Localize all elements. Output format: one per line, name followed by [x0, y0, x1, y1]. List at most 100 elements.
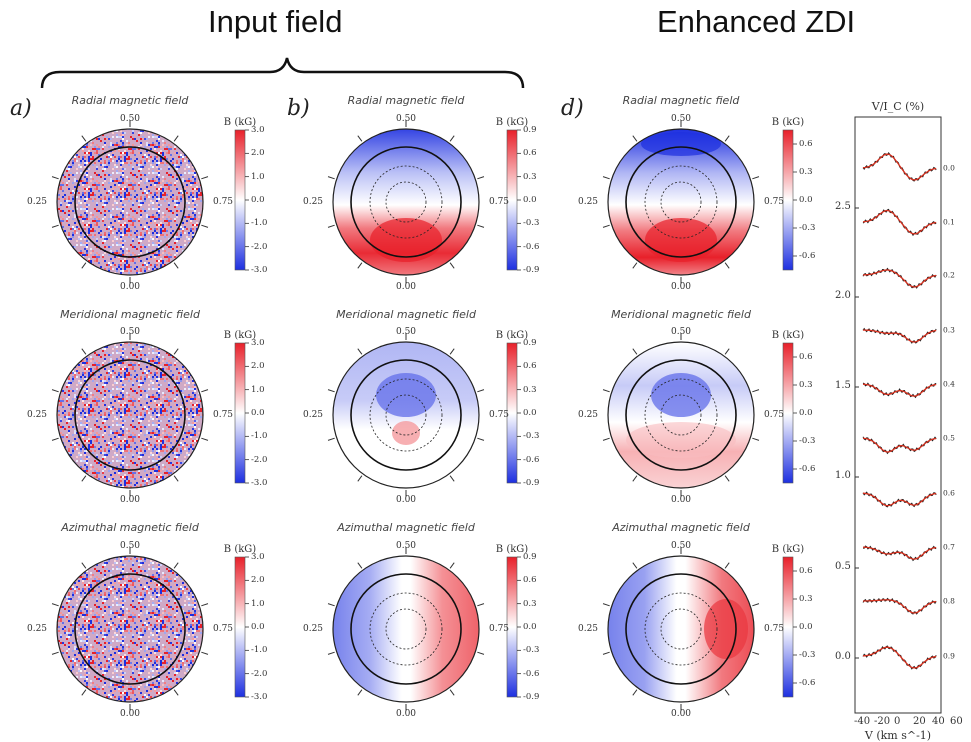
observed-profile — [862, 382, 937, 399]
phase-tick — [201, 603, 209, 607]
model-profile — [863, 329, 937, 343]
colorbar-tick-label: -0.6 — [523, 454, 540, 465]
spot-positive — [645, 218, 717, 262]
phase-tick — [477, 224, 485, 228]
model-profile — [863, 269, 937, 288]
observed-profile — [862, 436, 937, 455]
spectra-phase-label: 0.5 — [943, 433, 955, 443]
header-enhanced-zdi: Enhanced ZDI — [657, 4, 856, 39]
colorbar-title: B (kG) — [771, 544, 805, 555]
phase-label-right: 0.75 — [488, 624, 510, 634]
map-title: Azimuthal magnetic field — [61, 521, 199, 534]
model-profile — [862, 492, 937, 507]
colorbar-tick-label: -0.9 — [523, 265, 540, 275]
phase-label-left: 0.25 — [302, 624, 324, 634]
phase-tick — [752, 176, 760, 180]
latitude-circle — [369, 378, 443, 452]
map-title: Radial magnetic field — [71, 94, 189, 107]
colorbar-tick-label: 3.0 — [251, 552, 265, 562]
phase-tick — [327, 224, 335, 228]
phase-label-left: 0.25 — [577, 410, 599, 420]
colorbar — [234, 342, 246, 484]
phase-label-left: 0.25 — [577, 197, 599, 207]
map-d-meridional — [602, 333, 797, 497]
spectra-y-tick: 1.5 — [835, 380, 851, 391]
spectra-phase-label: 0.9 — [943, 651, 955, 661]
colorbar-tick-label: -2.0 — [251, 668, 268, 679]
spot-positive — [626, 422, 736, 458]
phase-label-top: 0.50 — [670, 114, 692, 124]
equator-circle — [74, 359, 186, 471]
colorbar-tick-label: -0.3 — [523, 645, 540, 656]
latitude-circle — [369, 165, 443, 239]
phase-tick — [327, 603, 335, 607]
phase-tick — [173, 562, 179, 569]
phase-label-right: 0.75 — [212, 197, 234, 207]
colorbar-tick-label: -0.3 — [799, 650, 816, 660]
phase-tick — [51, 224, 59, 228]
colorbar-tick-label: -0.9 — [523, 692, 540, 702]
observed-profile — [862, 208, 937, 237]
colorbar-tick-label: -2.0 — [251, 454, 268, 465]
model-profile — [862, 153, 937, 181]
phase-tick — [357, 262, 363, 269]
latitude-circle — [644, 165, 718, 239]
equator-circle — [350, 573, 462, 685]
phase-tick — [201, 651, 209, 655]
observed-profile — [862, 645, 937, 670]
phase-tick — [632, 475, 638, 482]
latitude-circle — [385, 181, 427, 223]
latitude-circle — [385, 608, 427, 650]
map-b-azimuthal — [327, 547, 521, 711]
phase-label-left: 0.25 — [26, 624, 48, 634]
phase-tick — [357, 562, 363, 569]
phase-tick — [724, 475, 730, 482]
phase-tick — [477, 389, 485, 393]
phase-label-bottom: 0.00 — [119, 282, 141, 292]
phase-label-right: 0.75 — [763, 410, 785, 420]
spectra-phase-label: 0.6 — [943, 488, 955, 498]
colorbar-tick-label: 0.0 — [799, 408, 813, 418]
phase-tick — [724, 262, 730, 269]
map-title: Meridional magnetic field — [336, 308, 476, 321]
phase-tick — [357, 689, 363, 696]
phase-tick — [201, 176, 209, 180]
phase-tick — [173, 348, 179, 355]
spectra-x-tick: 60 — [950, 716, 963, 727]
phase-label-bottom: 0.00 — [395, 495, 417, 505]
spectra-x-tick: 20 — [913, 716, 926, 727]
spectra-phase-label: 0.7 — [943, 542, 955, 552]
phase-tick — [327, 176, 335, 180]
map-a-azimuthal — [51, 547, 249, 711]
phase-tick — [357, 348, 363, 355]
map-disk — [608, 556, 754, 702]
equator-circle — [350, 359, 462, 471]
spectra-xlabel: V (km s^-1) — [864, 729, 932, 742]
phase-tick — [602, 437, 610, 441]
phase-tick — [632, 348, 638, 355]
latitude-circle — [660, 181, 702, 223]
latitude-circle — [644, 592, 718, 666]
phase-label-right: 0.75 — [763, 624, 785, 634]
spectra-x-tick: -20 — [874, 716, 891, 727]
disk-outline — [56, 555, 204, 703]
phase-label-bottom: 0.00 — [670, 495, 692, 505]
equator-circle — [625, 146, 737, 258]
colorbar-tick-label: 0.0 — [251, 622, 265, 632]
colorbar-tick-label: -0.6 — [799, 464, 816, 474]
colorbar-tick-label: 0.6 — [523, 361, 537, 372]
header-input-field: Input field — [208, 4, 343, 39]
phase-tick — [724, 135, 730, 142]
colorbar-tick-label: -3.0 — [251, 478, 268, 488]
phase-label-top: 0.50 — [395, 327, 417, 337]
phase-tick — [81, 348, 87, 355]
phase-tick — [724, 348, 730, 355]
phase-tick — [477, 603, 485, 607]
map-a-radial — [51, 120, 249, 284]
phase-label-top: 0.50 — [395, 541, 417, 551]
observed-profile — [862, 267, 937, 289]
equator-circle — [74, 573, 186, 685]
phase-tick — [752, 224, 760, 228]
panel-label-a: a) — [10, 96, 32, 121]
